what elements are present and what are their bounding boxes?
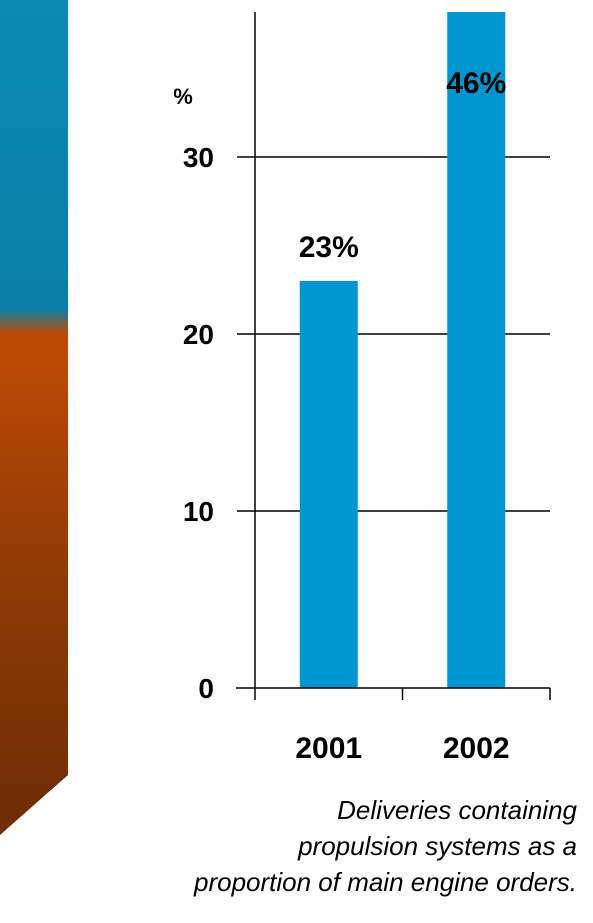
- data-label-2002: 46%: [446, 67, 506, 100]
- caption-line-2: propulsion systems as a: [298, 831, 577, 861]
- y-tick-label: 10: [183, 496, 214, 527]
- bar-2001: [299, 280, 358, 688]
- x-axis-tick-labels: 2001 2002: [295, 732, 509, 765]
- y-tick-label: 20: [183, 319, 214, 350]
- y-tick-label: 30: [183, 142, 214, 173]
- caption-line-1: Deliveries containing: [337, 795, 577, 825]
- y-axis-tick-labels: 0 10 20 30: [183, 142, 214, 704]
- x-tick-label-2002: 2002: [443, 732, 510, 765]
- decorative-side-band: [0, 0, 68, 835]
- caption-line-3: proportion of main engine orders.: [193, 867, 577, 897]
- y-tick-label: 0: [198, 673, 214, 704]
- bars: [299, 12, 506, 688]
- x-tick-label-2001: 2001: [295, 732, 362, 765]
- x-axis-ticks: [254, 688, 551, 700]
- chart-caption: Deliveries containing propulsion systems…: [0, 792, 577, 900]
- bar-chart: 0 10 20 30 2001 2002 23% 46% %: [173, 12, 551, 765]
- bar-2002: [447, 12, 506, 688]
- data-label-2001: 23%: [299, 231, 359, 264]
- data-labels: 23% 46%: [299, 67, 507, 264]
- y-axis-label: %: [173, 84, 193, 109]
